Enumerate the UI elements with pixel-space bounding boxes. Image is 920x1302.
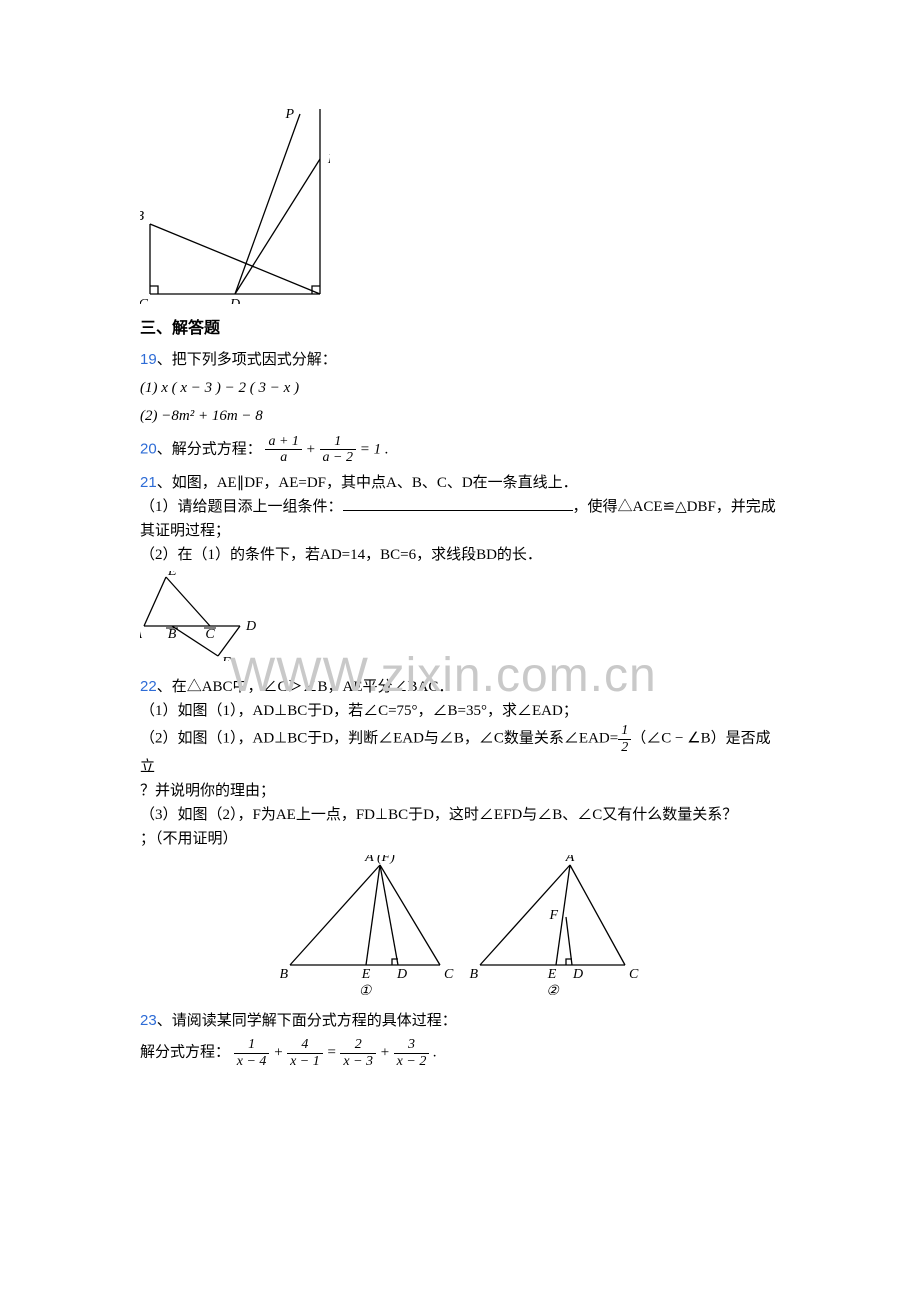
problem-21-line1: 如图，AE∥DF，AE=DF，其中点A、B、C、D在一条直线上． (172, 475, 578, 491)
svg-text:A: A (327, 297, 330, 304)
problem-23-sep: 、 (157, 1013, 172, 1029)
svg-text:B: B (280, 967, 288, 982)
svg-text:B: B (469, 967, 478, 982)
svg-text:C: C (444, 967, 454, 982)
svg-text:①: ① (359, 984, 373, 995)
figure-problem-18: C D A B E P (140, 104, 780, 312)
problem-23-eq: 解分式方程： 1x − 4 + 4x − 1 = 2x − 3 + 3x − 2… (140, 1037, 780, 1069)
problem-21-line2: （1）请给题目添上一组条件： ，使得△ACE≌△DBF，并完成 (140, 495, 780, 519)
problem-22: 22、在△ABC中，∠C＞∠B，AE平分∠BAC． （1）如图（1），AD⊥BC… (140, 675, 780, 1003)
problem-23-frac4: 3x − 2 (394, 1037, 430, 1069)
problem-20-number: 20 (140, 440, 157, 457)
problem-19-sep: 、 (157, 352, 172, 368)
problem-22-line5: （3）如图（2），F为AE上一点，FD⊥BC于D，这时∠EFD与∠B、∠C又有什… (140, 803, 780, 827)
problem-22-frac: 12 (618, 723, 631, 755)
svg-text:D: D (396, 967, 407, 982)
svg-text:B: B (168, 627, 177, 642)
problem-21-number: 21 (140, 474, 157, 491)
problem-23-number: 23 (140, 1012, 157, 1029)
problem-22-line2: （1）如图（1），AD⊥BC于D，若∠C=75°，∠B=35°，求∠EAD； (140, 699, 780, 723)
svg-text:F: F (221, 655, 231, 661)
svg-text:A (F): A (F) (364, 855, 395, 865)
problem-23-frac3: 2x − 3 (340, 1037, 376, 1069)
figure-21-svg: A B C D E F (140, 571, 260, 661)
problem-19-sub2: (2) −8m² + 16m − 8 (140, 404, 780, 428)
problem-22-number: 22 (140, 678, 157, 695)
problem-21-blank (343, 510, 573, 511)
problem-23-line1: 请阅读某同学解下面分式方程的具体过程： (172, 1013, 457, 1029)
svg-text:C: C (629, 967, 639, 982)
problem-20-frac2: 1a − 2 (320, 434, 356, 466)
problem-19: 19、把下列多项式因式分解： (1) x ( x − 3 ) − 2 ( 3 −… (140, 348, 780, 428)
svg-text:P: P (284, 107, 294, 122)
svg-text:E: E (547, 967, 557, 982)
problem-22-sep: 、 (157, 679, 172, 695)
svg-text:F: F (548, 908, 558, 923)
problem-23-op1: + (273, 1044, 287, 1060)
svg-text:E: E (327, 152, 330, 167)
problem-20-sep: 、 (157, 441, 172, 457)
problem-21-sep: 、 (157, 475, 172, 491)
problem-20: 20、解分式方程： a + 1a + 1a − 2 = 1 . (140, 434, 780, 466)
svg-text:C: C (205, 627, 215, 642)
problem-20-stem: 解分式方程： (172, 441, 262, 457)
svg-text:C: C (140, 297, 149, 304)
figure-22-svg: BEDCA (F)①BEDCAF② (280, 855, 640, 995)
problem-20-tail: = 1 . (360, 441, 389, 457)
figure-problem-22: BEDCA (F)①BEDCAF② (140, 855, 780, 1003)
problem-23-frac2: 4x − 1 (287, 1037, 323, 1069)
problem-22-line4: ？并说明你的理由； (140, 779, 780, 803)
section-3-heading: 三、解答题 (140, 316, 780, 342)
svg-text:E: E (167, 571, 177, 579)
problem-23-op3: + (380, 1044, 394, 1060)
problem-22-line3-row: （2）如图（1），AD⊥BC于D，判断∠EAD与∠B，∠C数量关系∠EAD=12… (140, 723, 780, 779)
problem-23-op2: = (326, 1044, 340, 1060)
svg-text:E: E (361, 967, 371, 982)
problem-20-plus: + (306, 441, 320, 457)
svg-text:D: D (572, 967, 583, 982)
problem-23-op4: . (433, 1044, 437, 1060)
problem-22-line3a: （2）如图（1），AD⊥BC于D，判断∠EAD与∠B，∠C数量关系∠EAD= (140, 731, 618, 747)
svg-text:②: ② (546, 984, 560, 995)
problem-21-line3: 其证明过程； (140, 519, 780, 543)
problem-21: 21、如图，AE∥DF，AE=DF，其中点A、B、C、D在一条直线上． （1）请… (140, 471, 780, 669)
problem-20-frac1: a + 1a (265, 434, 301, 466)
problem-22-line6: ；（不用证明） (140, 827, 780, 851)
problem-23-prefix: 解分式方程： (140, 1044, 230, 1060)
problem-23-frac1: 1x − 4 (234, 1037, 270, 1069)
problem-23: 23、请阅读某同学解下面分式方程的具体过程： 解分式方程： 1x − 4 + 4… (140, 1009, 780, 1069)
problem-19-number: 19 (140, 351, 157, 368)
svg-text:B: B (140, 209, 144, 224)
svg-text:D: D (245, 619, 256, 634)
figure-problem-21: A B C D E F (140, 571, 780, 669)
problem-21-line2b: ，使得△ACE≌△DBF，并完成 (573, 499, 776, 515)
problem-19-sub1: (1) x ( x − 3 ) − 2 ( 3 − x ) (140, 376, 780, 400)
problem-21-line2a: （1）请给题目添上一组条件： (140, 499, 343, 515)
problem-19-stem: 把下列多项式因式分解： (172, 352, 337, 368)
figure-18-svg: C D A B E P (140, 104, 330, 304)
problem-22-line1: 在△ABC中，∠C＞∠B，AE平分∠BAC． (172, 679, 454, 695)
problem-21-line4: （2）在（1）的条件下，若AD=14，BC=6，求线段BD的长． (140, 543, 780, 567)
svg-text:A: A (140, 627, 142, 642)
svg-text:D: D (229, 297, 240, 304)
svg-text:A: A (565, 855, 575, 865)
